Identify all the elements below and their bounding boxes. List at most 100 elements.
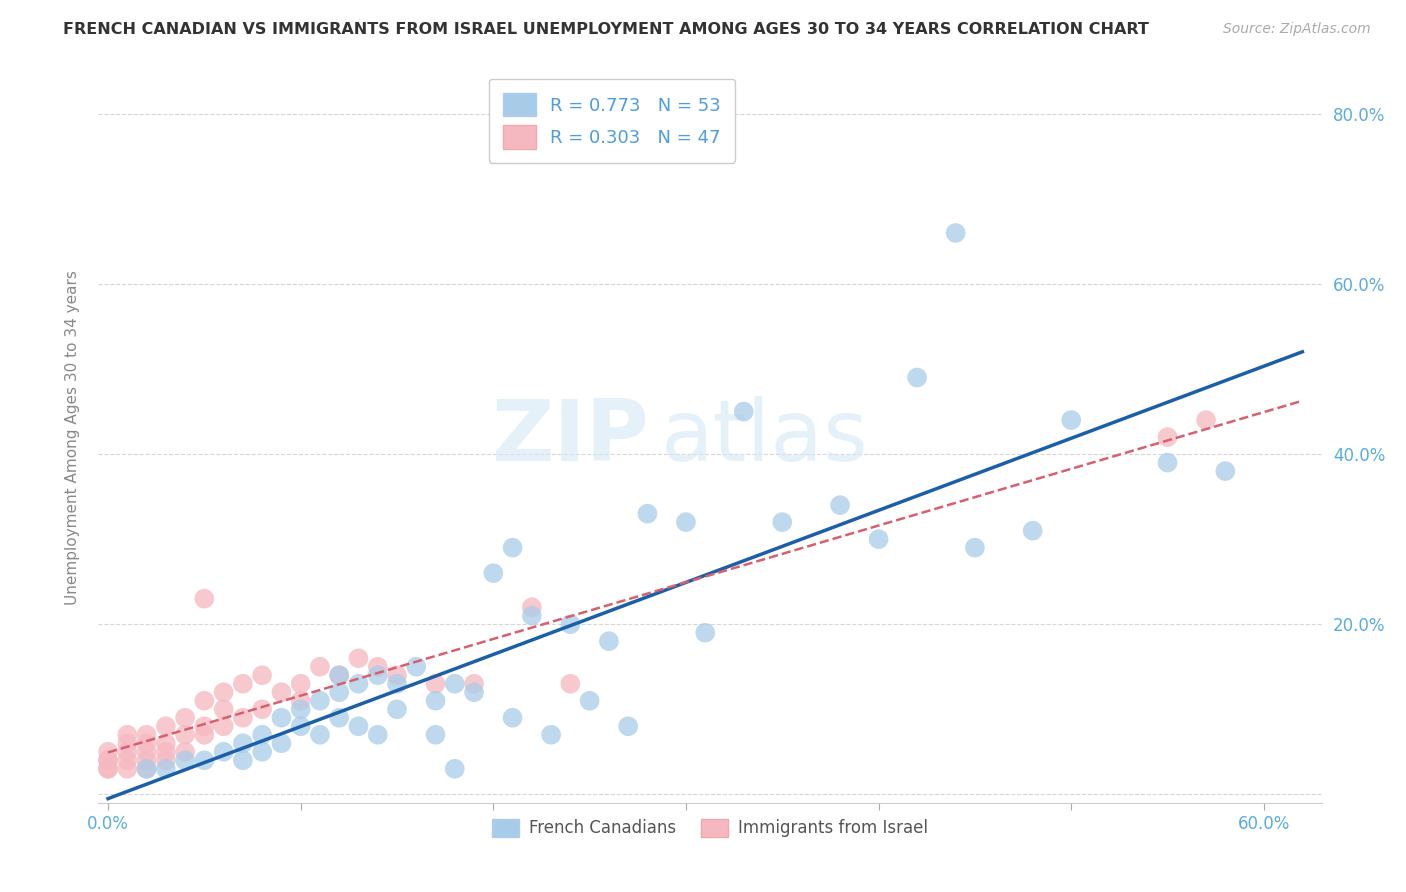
- Point: [502, 711, 524, 725]
- Point: [560, 677, 582, 691]
- Point: [270, 711, 292, 725]
- Point: [347, 719, 370, 733]
- Point: [193, 728, 215, 742]
- Point: [117, 753, 139, 767]
- Point: [405, 659, 427, 673]
- Point: [520, 600, 543, 615]
- Point: [385, 668, 408, 682]
- Point: [733, 404, 755, 418]
- Point: [443, 762, 465, 776]
- Point: [97, 753, 120, 767]
- Point: [193, 753, 215, 767]
- Point: [367, 728, 389, 742]
- Point: [347, 677, 370, 691]
- Point: [290, 677, 312, 691]
- Point: [770, 515, 793, 529]
- Point: [193, 591, 215, 606]
- Point: [290, 694, 312, 708]
- Point: [155, 719, 177, 733]
- Point: [328, 685, 350, 699]
- Point: [425, 728, 447, 742]
- Point: [155, 762, 177, 776]
- Point: [250, 728, 273, 742]
- Point: [212, 702, 235, 716]
- Point: [385, 702, 408, 716]
- Point: [212, 719, 235, 733]
- Point: [828, 498, 851, 512]
- Text: atlas: atlas: [661, 395, 869, 479]
- Point: [135, 736, 157, 750]
- Point: [270, 736, 292, 750]
- Point: [97, 762, 120, 776]
- Point: [174, 728, 197, 742]
- Point: [463, 677, 485, 691]
- Point: [443, 677, 465, 691]
- Point: [232, 753, 254, 767]
- Point: [117, 736, 139, 750]
- Point: [232, 736, 254, 750]
- Point: [675, 515, 697, 529]
- Point: [367, 668, 389, 682]
- Point: [1060, 413, 1083, 427]
- Point: [117, 728, 139, 742]
- Point: [97, 745, 120, 759]
- Point: [328, 668, 350, 682]
- Point: [1195, 413, 1218, 427]
- Point: [598, 634, 620, 648]
- Point: [560, 617, 582, 632]
- Point: [695, 625, 717, 640]
- Point: [945, 226, 967, 240]
- Point: [250, 702, 273, 716]
- Point: [174, 753, 197, 767]
- Point: [502, 541, 524, 555]
- Y-axis label: Unemployment Among Ages 30 to 34 years: Unemployment Among Ages 30 to 34 years: [65, 269, 80, 605]
- Point: [540, 728, 562, 742]
- Point: [270, 685, 292, 699]
- Text: FRENCH CANADIAN VS IMMIGRANTS FROM ISRAEL UNEMPLOYMENT AMONG AGES 30 TO 34 YEARS: FRENCH CANADIAN VS IMMIGRANTS FROM ISRAE…: [63, 22, 1149, 37]
- Point: [174, 745, 197, 759]
- Point: [578, 694, 600, 708]
- Point: [232, 711, 254, 725]
- Point: [1021, 524, 1043, 538]
- Point: [309, 728, 332, 742]
- Point: [636, 507, 658, 521]
- Point: [425, 677, 447, 691]
- Point: [328, 711, 350, 725]
- Point: [425, 694, 447, 708]
- Point: [463, 685, 485, 699]
- Point: [193, 694, 215, 708]
- Point: [309, 694, 332, 708]
- Point: [328, 668, 350, 682]
- Point: [174, 711, 197, 725]
- Point: [290, 719, 312, 733]
- Point: [117, 745, 139, 759]
- Point: [155, 736, 177, 750]
- Point: [117, 762, 139, 776]
- Point: [520, 608, 543, 623]
- Point: [232, 677, 254, 691]
- Point: [868, 532, 890, 546]
- Point: [250, 745, 273, 759]
- Point: [367, 659, 389, 673]
- Point: [97, 762, 120, 776]
- Point: [347, 651, 370, 665]
- Legend: French Canadians, Immigrants from Israel: French Canadians, Immigrants from Israel: [484, 810, 936, 846]
- Point: [963, 541, 986, 555]
- Point: [385, 677, 408, 691]
- Point: [1156, 430, 1178, 444]
- Point: [309, 659, 332, 673]
- Point: [135, 762, 157, 776]
- Point: [97, 753, 120, 767]
- Point: [135, 745, 157, 759]
- Text: ZIP: ZIP: [491, 395, 648, 479]
- Point: [135, 753, 157, 767]
- Point: [905, 370, 928, 384]
- Point: [482, 566, 505, 581]
- Point: [135, 762, 157, 776]
- Point: [212, 685, 235, 699]
- Point: [290, 702, 312, 716]
- Point: [155, 745, 177, 759]
- Text: Source: ZipAtlas.com: Source: ZipAtlas.com: [1223, 22, 1371, 37]
- Point: [193, 719, 215, 733]
- Point: [1213, 464, 1236, 478]
